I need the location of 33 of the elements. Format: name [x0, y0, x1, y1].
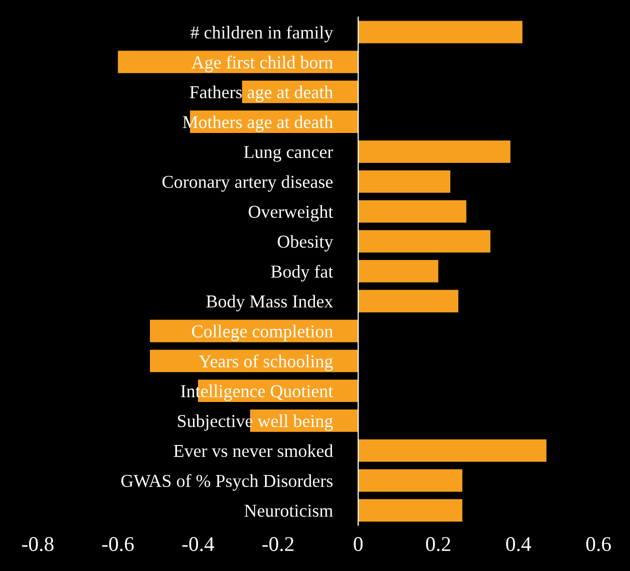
x-tick-label: -0.6 — [102, 537, 134, 552]
y-tick-label: Fathers age at death — [190, 86, 333, 102]
x-tick-label: -0.2 — [262, 537, 294, 552]
y-tick-label: GWAS of % Psych Disorders — [121, 474, 333, 491]
bar — [150, 350, 358, 372]
bar — [358, 200, 466, 223]
bar — [358, 230, 490, 253]
y-tick-label: Body Mass Index — [206, 294, 333, 312]
y-tick-label: Overweight — [248, 205, 334, 222]
y-tick-label: Age first child born — [191, 56, 333, 72]
y-tick-label: Years of schooling — [198, 354, 333, 372]
x-tick-label: -0.4 — [182, 537, 214, 552]
y-tick-label: Lung cancer — [244, 146, 334, 162]
y-tick-label: Obesity — [278, 235, 334, 252]
bar — [358, 469, 462, 492]
x-tick-label: 0.6 — [586, 537, 611, 552]
y-tick-label: # children in family — [190, 26, 334, 42]
y-tick-label: College completion — [192, 324, 333, 342]
x-tick-label: 0.2 — [426, 537, 450, 552]
bar — [358, 439, 546, 462]
bar — [358, 20, 522, 44]
y-tick-label: Coronary artery disease — [162, 175, 333, 192]
bar — [358, 499, 462, 522]
y-tick-label: Ever vs never smoked — [174, 444, 333, 458]
y-tick-label: Neuroticism — [244, 504, 333, 517]
bar — [358, 290, 458, 312]
y-tick-label: Body fat — [271, 264, 334, 282]
x-tick-label: 0 — [354, 537, 363, 552]
bar — [358, 170, 450, 193]
x-tick-label: -0.8 — [22, 537, 54, 552]
bar — [358, 260, 438, 282]
bar — [358, 140, 510, 163]
x-tick-label: 0.4 — [506, 537, 532, 552]
